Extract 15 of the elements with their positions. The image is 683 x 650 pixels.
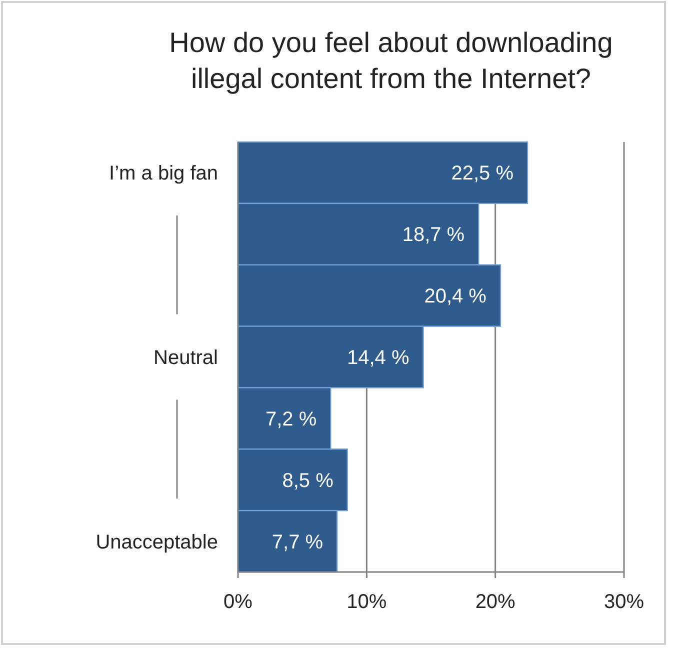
data-label: 20,4 % xyxy=(424,286,487,308)
data-label: 7,2 % xyxy=(265,408,317,430)
y-tick-label: Neutral xyxy=(154,347,218,369)
data-label: 7,7 % xyxy=(272,531,324,554)
chart-title: How do you feel about downloading illegal content from the Internet? xyxy=(169,27,613,94)
x-tick-label: 10% xyxy=(346,591,387,613)
y-tick-label: Unacceptable xyxy=(96,531,218,554)
data-label: 14,4 % xyxy=(347,347,410,369)
y-tick-label: I’m a big fan xyxy=(109,162,218,185)
x-tick-label: 30% xyxy=(604,591,644,613)
data-label: 22,5 % xyxy=(451,162,514,185)
x-tick-label: 0% xyxy=(224,591,253,613)
x-tick-label: 20% xyxy=(475,591,516,613)
data-label: 8,5 % xyxy=(282,470,334,492)
data-label: 18,7 % xyxy=(402,224,465,246)
